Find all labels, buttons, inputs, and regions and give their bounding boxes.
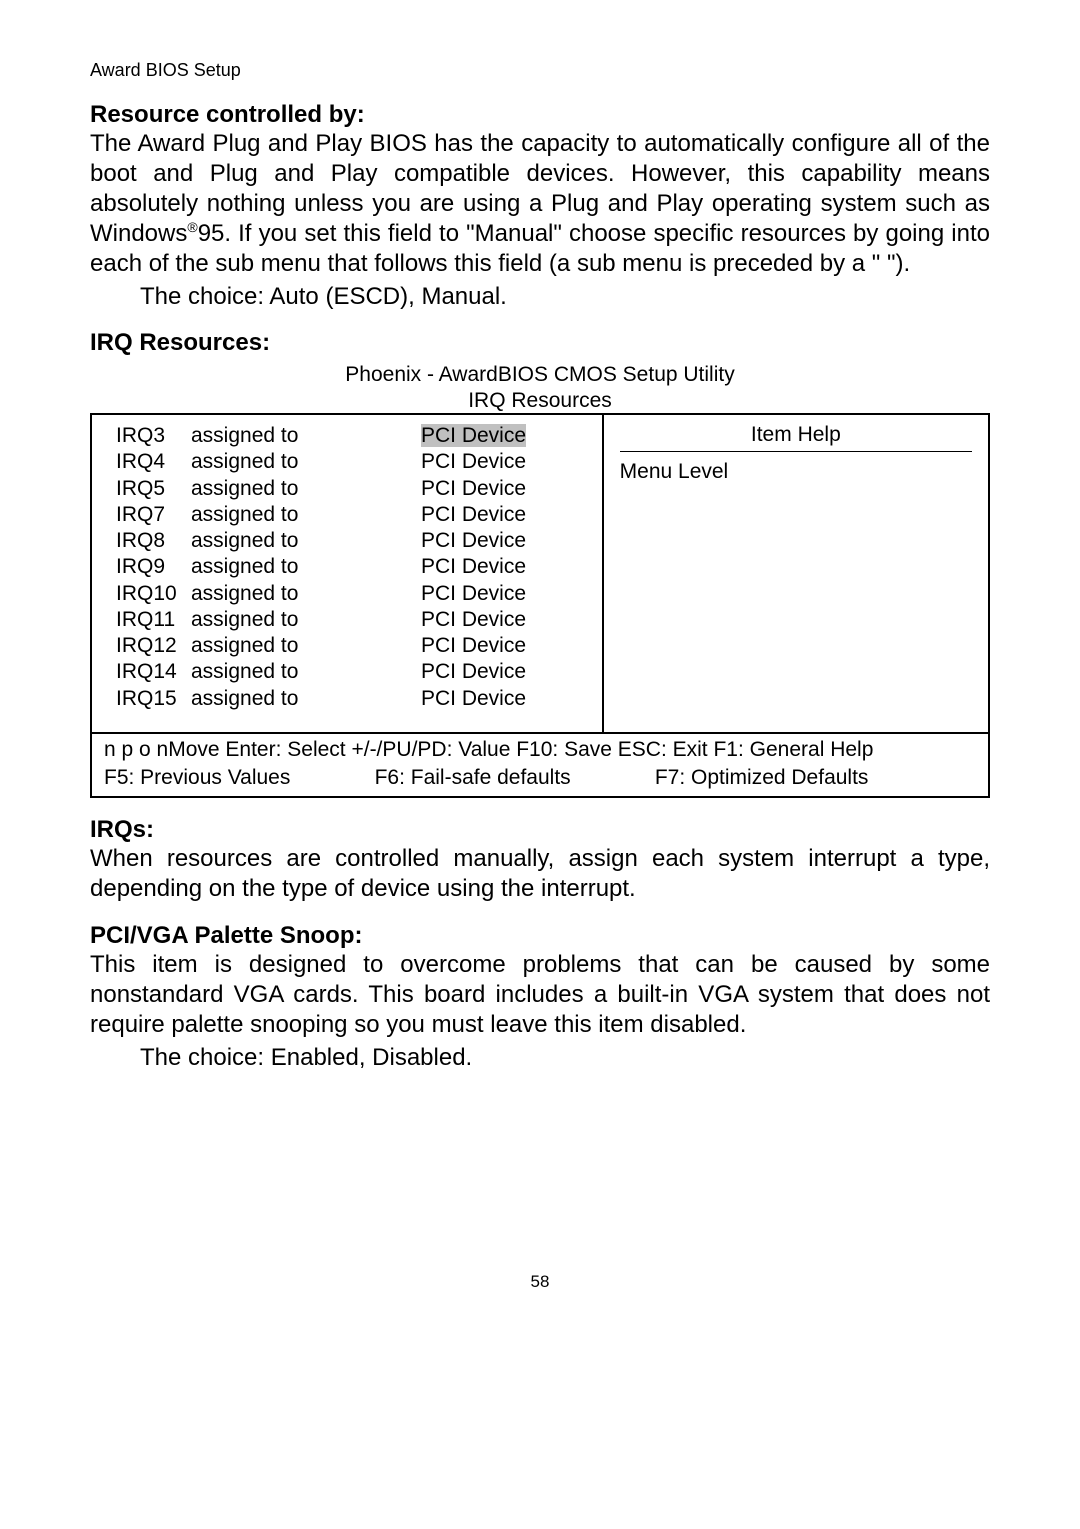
irq-name: IRQ9 [116,554,191,580]
bios-left-panel: IRQ3 assigned to PCI Device IRQ4 assigne… [92,415,604,732]
registered-symbol: ® [187,219,197,235]
item-help-label: Item Help [620,423,972,447]
bios-top-row: IRQ3 assigned to PCI Device IRQ4 assigne… [92,415,988,734]
para-resource-controlled: The Award Plug and Play BIOS has the cap… [90,129,990,279]
irq-row[interactable]: IRQ8 assigned to PCI Device [116,528,592,554]
irq-value: PCI Device [421,449,592,475]
bios-right-panel: Item Help Menu Level [604,415,988,732]
irq-assigned-label: assigned to [191,423,421,449]
irq-assigned-label: assigned to [191,659,421,685]
bios-box: IRQ3 assigned to PCI Device IRQ4 assigne… [90,413,990,798]
irq-row[interactable]: IRQ11 assigned to PCI Device [116,607,592,633]
menu-level-label: Menu Level [620,460,972,484]
irq-value: PCI Device [421,607,592,633]
irq-value-highlight: PCI Device [421,424,526,447]
irq-assigned-label: assigned to [191,633,421,659]
irq-row[interactable]: IRQ3 assigned to PCI Device [116,423,592,449]
irq-assigned-label: assigned to [191,581,421,607]
page-container: Award BIOS Setup Resource controlled by:… [0,0,1080,1352]
irq-name: IRQ11 [116,607,191,633]
bios-title: Phoenix - AwardBIOS CMOS Setup Utility [90,363,990,387]
bios-footer: n p o nMove Enter: Select +/-/PU/PD: Val… [92,734,988,797]
irq-value: PCI Device [421,554,592,580]
heading-irqs: IRQs: [90,816,990,844]
irq-row[interactable]: IRQ5 assigned to PCI Device [116,476,592,502]
irq-name: IRQ10 [116,581,191,607]
irq-name: IRQ12 [116,633,191,659]
choice-palette-snoop: The choice: Enabled, Disabled. [140,1044,990,1072]
irq-assigned-label: assigned to [191,607,421,633]
irq-assigned-label: assigned to [191,528,421,554]
page-header: Award BIOS Setup [90,60,990,81]
irq-assigned-label: assigned to [191,476,421,502]
footer-f7: F7: Optimized Defaults [655,764,869,792]
irq-name: IRQ3 [116,423,191,449]
irq-assigned-label: assigned to [191,554,421,580]
heading-irq-resources: IRQ Resources: [90,329,990,357]
irq-value: PCI Device [421,581,592,607]
bios-subtitle: IRQ Resources [90,389,990,413]
irq-row[interactable]: IRQ10 assigned to PCI Device [116,581,592,607]
irq-value: PCI Device [421,659,592,685]
irq-name: IRQ14 [116,659,191,685]
irq-value: PCI Device [421,423,592,449]
footer-f6: F6: Fail-safe defaults [375,764,571,792]
item-help-divider [620,451,972,452]
bios-footer-line2: F5: Previous Values F6: Fail-safe defaul… [104,764,976,792]
irq-assigned-label: assigned to [191,502,421,528]
heading-resource-controlled: Resource controlled by: [90,101,990,129]
irq-value: PCI Device [421,476,592,502]
footer-spacer [953,764,976,792]
irq-row[interactable]: IRQ12 assigned to PCI Device [116,633,592,659]
irq-value: PCI Device [421,502,592,528]
irq-name: IRQ7 [116,502,191,528]
choice-resource-controlled: The choice: Auto (ESCD), Manual. [140,283,990,311]
irq-name: IRQ15 [116,686,191,712]
irq-row[interactable]: IRQ15 assigned to PCI Device [116,686,592,712]
irq-value: PCI Device [421,528,592,554]
page-number: 58 [90,1272,990,1292]
bios-footer-line1: n p o nMove Enter: Select +/-/PU/PD: Val… [104,736,976,764]
irq-row[interactable]: IRQ7 assigned to PCI Device [116,502,592,528]
irq-row[interactable]: IRQ9 assigned to PCI Device [116,554,592,580]
irq-value: PCI Device [421,686,592,712]
irq-name: IRQ4 [116,449,191,475]
irq-assigned-label: assigned to [191,686,421,712]
para-resource-controlled-part2: 95. If you set this field to "Manual" ch… [90,220,990,277]
irq-row[interactable]: IRQ14 assigned to PCI Device [116,659,592,685]
irq-name: IRQ8 [116,528,191,554]
irq-value: PCI Device [421,633,592,659]
heading-palette-snoop: PCI/VGA Palette Snoop: [90,922,990,950]
footer-f5: F5: Previous Values [104,764,290,792]
para-irqs: When resources are controlled manually, … [90,844,990,904]
irq-assigned-label: assigned to [191,449,421,475]
irq-row[interactable]: IRQ4 assigned to PCI Device [116,449,592,475]
irq-name: IRQ5 [116,476,191,502]
para-palette-snoop: This item is designed to overcome proble… [90,950,990,1040]
